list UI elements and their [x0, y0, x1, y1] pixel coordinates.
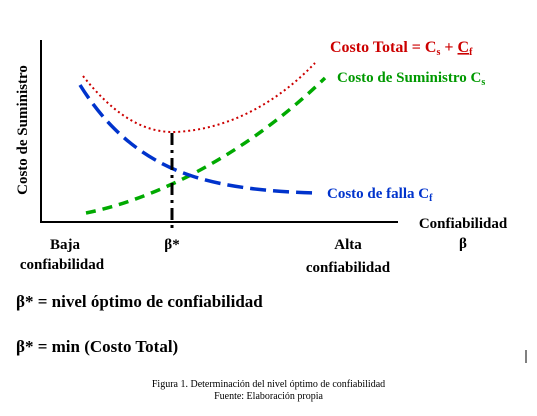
x-axis-label: Confiabilidad	[419, 216, 508, 232]
equation-min-total: β* = min (Costo Total)	[16, 337, 179, 356]
beta-star-label: β*	[164, 237, 179, 253]
y-axis-label: Costo de Suministro	[15, 65, 31, 195]
total-cost-label: Costo Total = Cs + Cf	[330, 39, 473, 58]
low-reliability-label-2: confiabilidad	[20, 257, 105, 273]
figure-source: Fuente: Elaboración propia	[214, 391, 323, 402]
failure-cost-label: Costo de falla Cf	[327, 186, 433, 204]
total-cost-curve	[82, 62, 316, 134]
failure-cost-curve	[78, 84, 317, 195]
supply-cost-curve	[85, 76, 327, 215]
supply-cost-label: Costo de Suministro Cs	[337, 70, 485, 88]
low-reliability-label: Baja	[50, 237, 81, 253]
figure-caption: Figura 1. Determinación del nivel óptimo…	[151, 379, 386, 390]
high-reliability-label: Alta	[334, 237, 362, 253]
equation-optimum: β* = nivel óptimo de confiabilidad	[16, 292, 263, 311]
high-reliability-label-2: confiabilidad	[306, 260, 391, 276]
x-axis-symbol: β	[459, 236, 467, 252]
